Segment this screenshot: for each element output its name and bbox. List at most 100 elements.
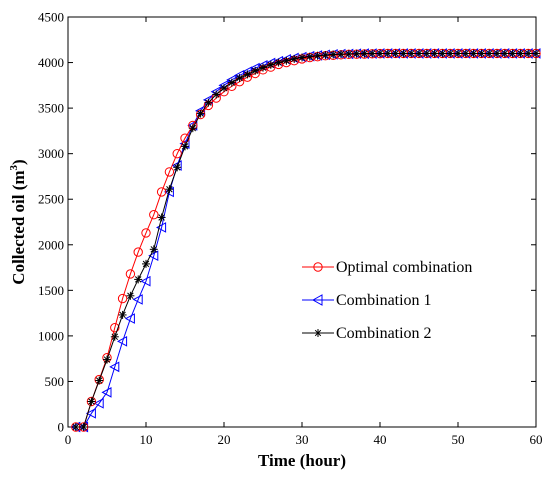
data-point [438,49,447,58]
data-point [204,98,213,107]
data-point [87,397,96,406]
data-point [532,49,540,58]
data-point [469,49,478,58]
y-tick-label: 1000 [38,328,64,343]
data-point [344,49,353,58]
data-point [274,58,283,67]
legend-label-optimal: Optimal combination [336,259,472,276]
data-point [86,396,97,407]
x-tick-label: 60 [530,432,543,447]
data-point [313,51,322,60]
data-point [415,49,423,58]
data-point [188,124,197,133]
y-axis-title: Collected oil (m3) [8,159,28,284]
data-point [524,49,533,58]
data-point [95,376,104,385]
data-point [148,250,159,262]
data-point [477,49,486,58]
data-point [430,49,439,58]
data-point [126,291,135,300]
data-point [71,423,80,431]
y-tick-label: 0 [58,420,65,435]
data-point [79,423,88,431]
x-tick-label: 10 [140,432,153,447]
data-point [101,387,112,398]
x-tick-label: 40 [374,432,387,447]
series-layer [70,48,541,433]
data-point [383,49,392,58]
data-point [142,259,150,268]
data-point [93,397,104,409]
data-point [251,66,260,75]
data-point [500,49,509,58]
data-point [259,63,267,72]
data-point [446,49,455,58]
x-tick-label: 0 [65,432,72,447]
data-point [149,210,159,220]
data-point [117,336,128,347]
x-tick-label: 30 [296,432,309,447]
plot-frame [67,16,537,428]
data-point [360,49,369,58]
y-tick-label: 4000 [38,55,64,70]
data-point [337,50,345,59]
y-tick-label: 2500 [38,192,64,207]
data-point [321,51,330,60]
ticks: 0 10 20 30 40 50 60 0 500 1000 1500 2000 2500 3000 350… [38,10,543,448]
data-point [181,142,189,151]
data-point [196,109,205,118]
data-point [493,49,501,58]
y-tick-label: 2000 [38,237,64,252]
data-point [157,213,166,222]
x-tick-label: 20 [218,432,231,447]
data-point [141,228,151,238]
data-point [124,313,135,324]
data-point [227,78,236,87]
legend-label-combination-1: Combination 1 [336,292,432,309]
data-point [290,54,299,63]
data-point [110,322,120,333]
y-tick-label: 500 [45,374,65,389]
y-axis-title-suffix: ) [9,159,28,165]
legend: Optimal combination Combination 1 Combin… [302,259,472,342]
data-point [220,84,228,93]
data-point [156,187,167,197]
data-point [133,247,143,257]
data-point [110,332,119,341]
data-point [266,60,275,69]
data-point [368,49,377,58]
legend-label-combination-2: Combination 2 [336,325,432,342]
y-tick-label: 4500 [38,10,64,25]
data-point [329,50,338,59]
data-point [173,163,182,172]
data-point [399,49,408,58]
data-point [508,49,517,58]
data-point [164,167,175,177]
data-point [212,90,221,99]
data-point [407,49,416,58]
data-point [422,49,431,58]
x-tick-label: 50 [452,432,465,447]
y-axis-title-main: Collected oil (m [9,170,28,284]
plot-area [67,16,537,428]
data-point [391,49,400,58]
data-point [134,275,143,284]
data-point [172,148,182,159]
data-point [352,49,361,58]
y-tick-label: 3500 [38,101,64,116]
data-point [125,269,136,279]
data-point [140,275,151,287]
data-point [109,361,120,373]
data-point [117,293,128,304]
legend-marker-optimal [313,262,323,272]
data-point [165,185,174,194]
data-point [282,56,291,65]
data-point [132,294,143,305]
data-point [376,49,384,58]
data-point [156,222,167,233]
data-point [461,49,470,58]
data-point [235,74,244,83]
y-tick-label: 3000 [38,146,64,161]
y-axis-title-sup: 3 [8,164,20,170]
data-point [305,52,314,61]
